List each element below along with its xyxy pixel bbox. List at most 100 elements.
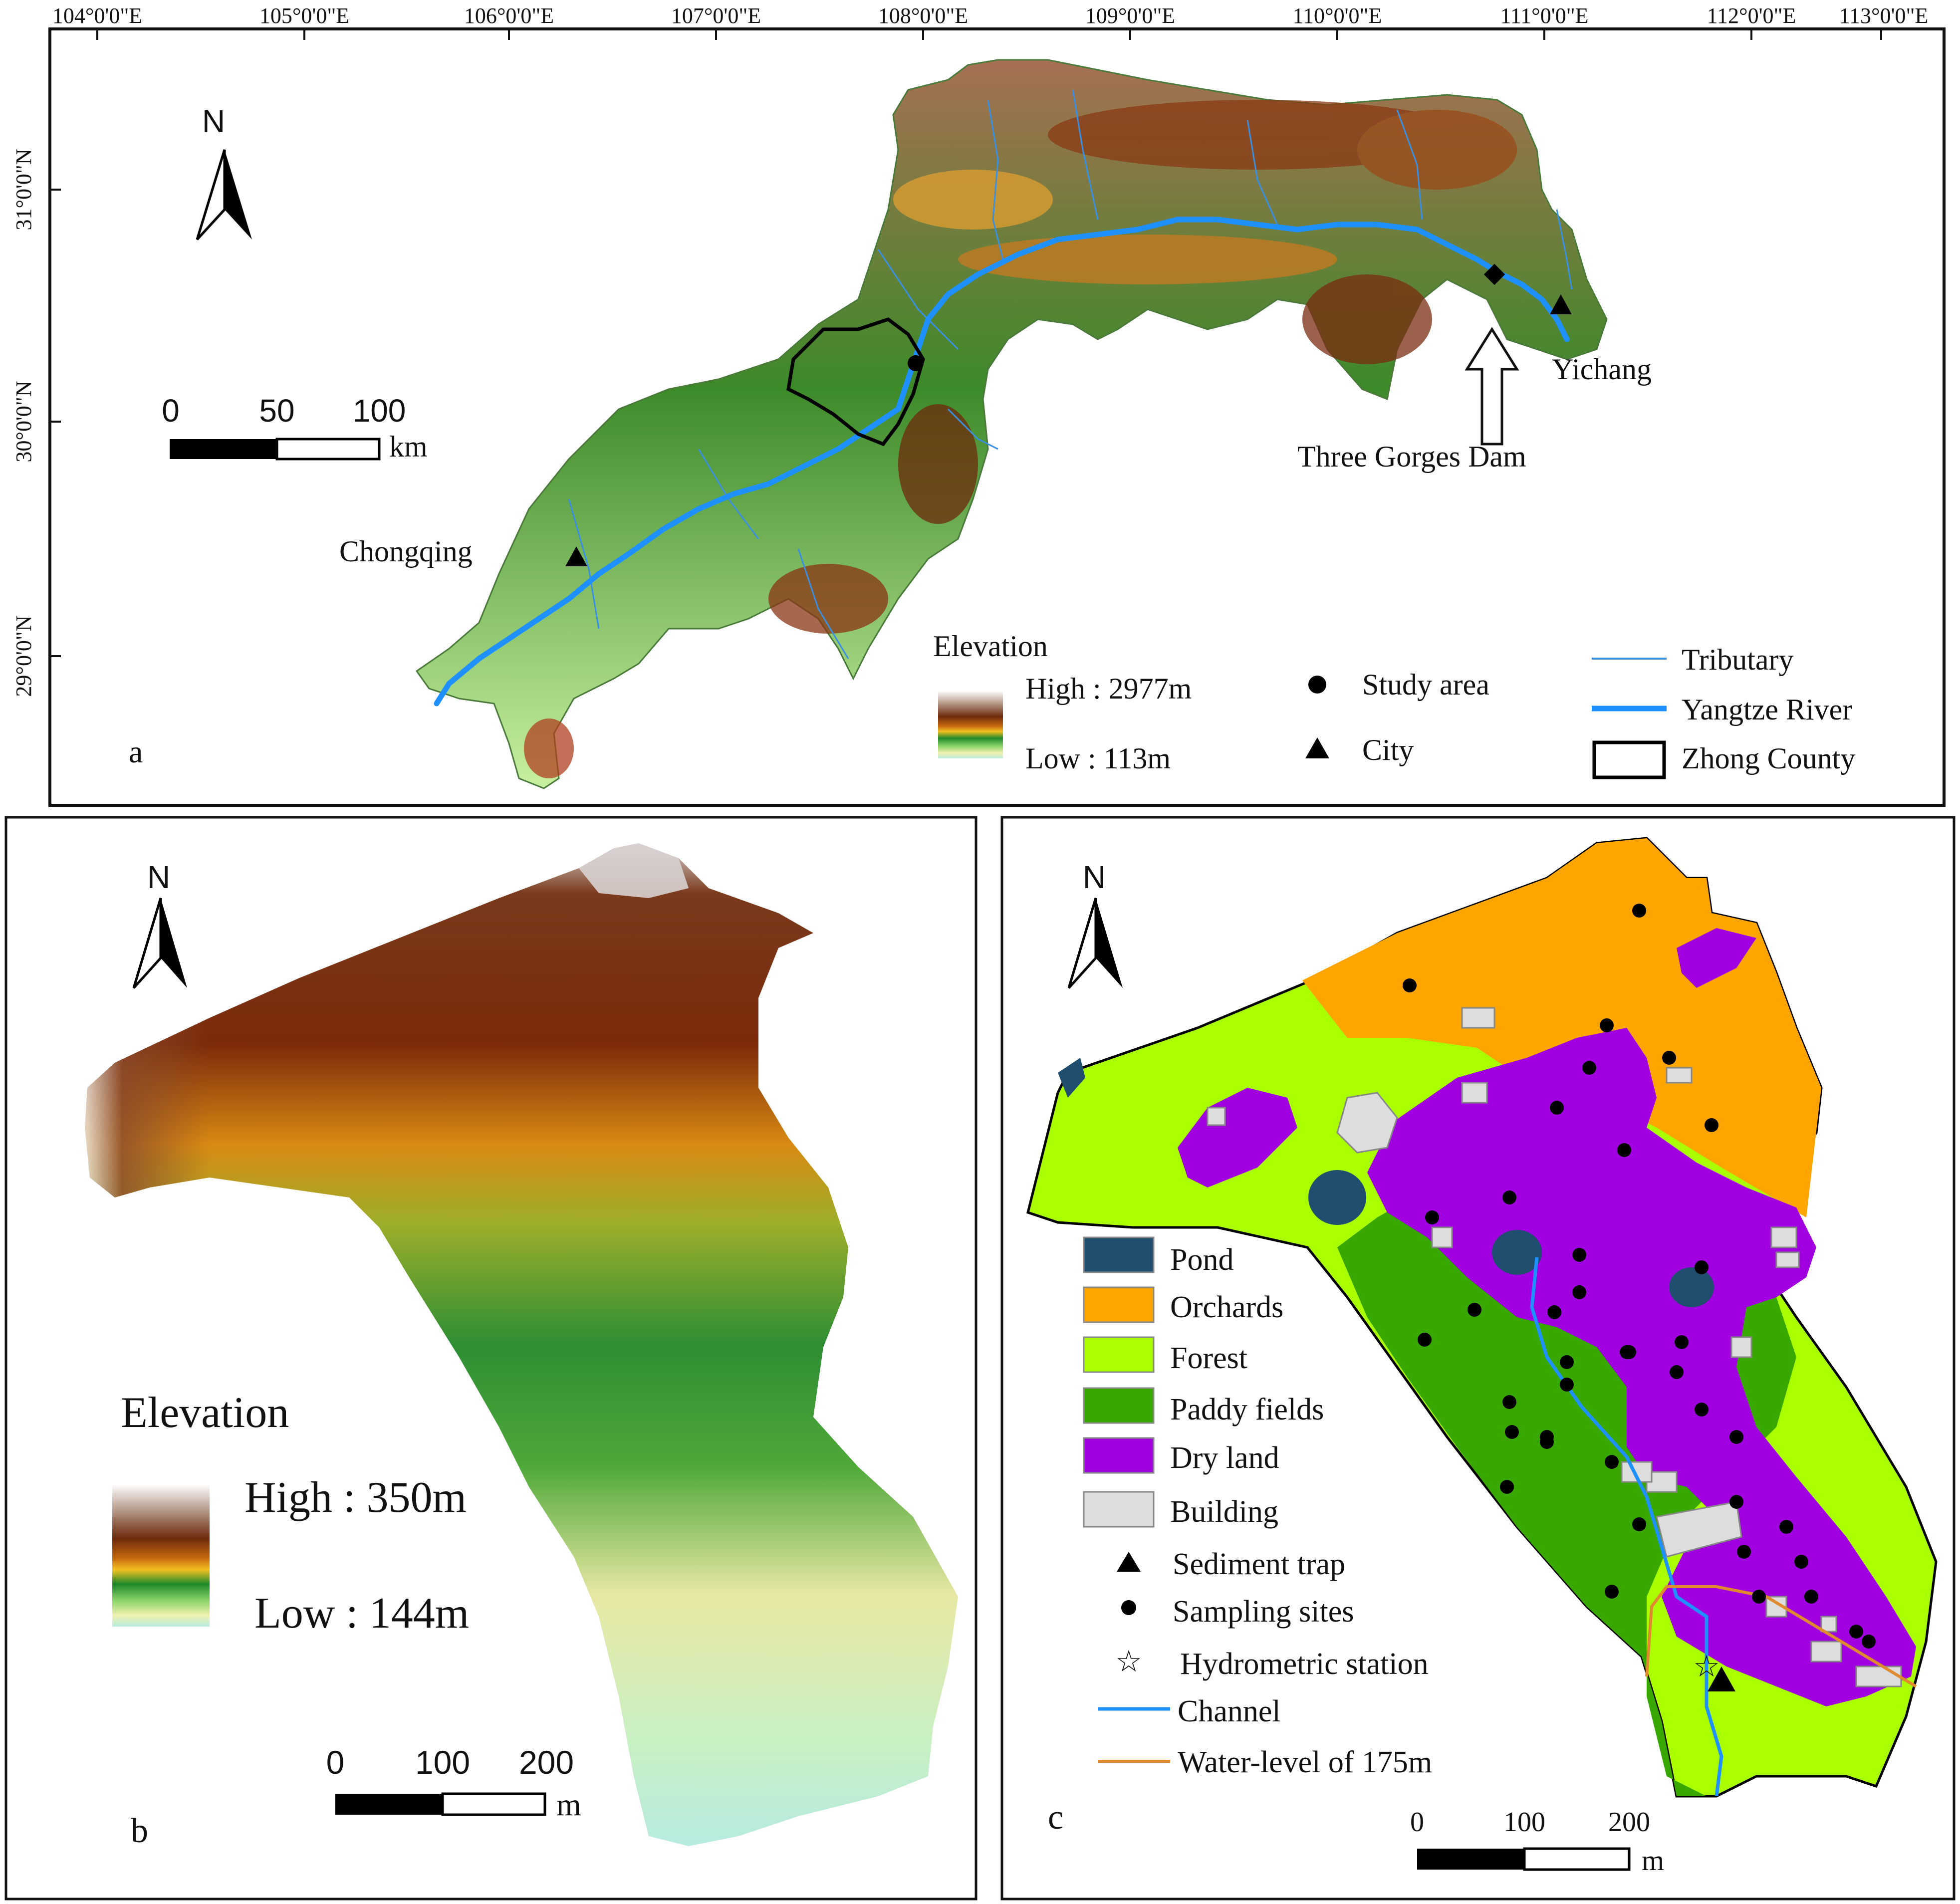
sampling-site xyxy=(1662,1051,1676,1065)
sampling-site xyxy=(1617,1143,1631,1157)
top-tick-label: 109°0'0"E xyxy=(1085,3,1175,28)
sampling-site xyxy=(1502,1395,1516,1409)
legend-paddy: Paddy fields xyxy=(1170,1393,1324,1427)
sampling-site xyxy=(1550,1101,1564,1115)
sampling-site xyxy=(1572,1285,1586,1299)
land-pond xyxy=(1308,1170,1366,1225)
land-pond xyxy=(1492,1230,1542,1275)
scale-bar-black xyxy=(170,439,277,459)
elevation-high: High : 2977m xyxy=(1025,672,1192,705)
zhong-county-outline xyxy=(786,317,925,447)
scale-bar-black xyxy=(1417,1849,1524,1870)
north-arrow-icon-outline xyxy=(1067,898,1097,989)
sampling-site xyxy=(1425,1210,1439,1224)
top-tick-label: 110°0'0"E xyxy=(1293,3,1382,28)
sampling-site xyxy=(1547,1305,1561,1319)
sampling-site xyxy=(1403,978,1417,992)
sampling-site xyxy=(1729,1495,1743,1509)
panel-a-letter: a xyxy=(129,734,143,769)
scale-bar-white xyxy=(275,438,381,461)
legend-building: Building xyxy=(1170,1495,1278,1529)
top-latlon-ticks: 104°0'0"E 105°0'0"E 106°0'0"E 107°0'0"E 108°… xyxy=(52,3,1928,40)
legend-pond-icon xyxy=(1083,1236,1155,1273)
scale-tick-0: 0 xyxy=(162,393,180,429)
sampling-site xyxy=(1505,1425,1519,1439)
north-arrow-label: N xyxy=(202,103,225,139)
sampling-sites xyxy=(1403,904,1876,1649)
study-area-marker xyxy=(908,355,924,371)
land-dry-land-patch-2 xyxy=(1677,928,1756,988)
top-tick-label: 107°0'0"E xyxy=(671,3,761,28)
land-orchards xyxy=(1302,838,1821,1217)
sampling-site xyxy=(1500,1480,1514,1494)
left-tick-label: 30°0'0"N xyxy=(11,381,36,462)
land-use-legend: Pond Orchards Forest Paddy fields Dry la… xyxy=(1083,1236,1432,1779)
legend-study-area-icon xyxy=(1308,676,1326,694)
elevation-legend-a: Elevation High : 2977m Low : 113m xyxy=(933,630,1192,775)
yangtze-river-a xyxy=(434,217,1570,707)
legend-trap-icon xyxy=(1117,1552,1141,1572)
scale-unit: m xyxy=(556,1787,581,1822)
legend-dry-land: Dry land xyxy=(1170,1441,1279,1475)
legend-city-icon xyxy=(1305,737,1329,758)
sampling-site xyxy=(1695,1260,1709,1274)
dam-pointer-arrow xyxy=(1465,327,1519,446)
scale-tick-0: 0 xyxy=(1410,1807,1424,1838)
sampling-site xyxy=(1729,1430,1743,1444)
sediment-trap-icon xyxy=(1708,1666,1735,1691)
north-arrow-label: N xyxy=(1083,859,1106,895)
sampling-site xyxy=(1605,1585,1619,1599)
left-latlon-ticks: 31°0'0"N 30°0'0"N 29°0'0"N xyxy=(11,149,61,697)
legend-orchards: Orchards xyxy=(1170,1290,1283,1324)
legend-channel: Channel xyxy=(1178,1694,1281,1728)
north-arrow-a: N xyxy=(196,103,252,240)
relief-patches xyxy=(524,100,1517,778)
chongqing-city-marker xyxy=(565,546,587,566)
sampling-site xyxy=(1695,1403,1709,1417)
top-tick-label: 112°0'0"E xyxy=(1707,3,1796,28)
water-level-line xyxy=(1645,1585,1917,1688)
legend-building-icon xyxy=(1083,1491,1155,1528)
legend-station: Hydrometric station xyxy=(1180,1647,1429,1681)
buildings xyxy=(1207,1007,1902,1687)
top-tick-label: 111°0'0"E xyxy=(1500,3,1588,28)
sampling-site xyxy=(1620,1345,1634,1359)
yichang-label: Yichang xyxy=(1552,353,1652,386)
scale-unit: km xyxy=(389,430,428,463)
legend-forest: Forest xyxy=(1170,1341,1247,1375)
elevation-title: Elevation xyxy=(933,630,1048,663)
sampling-site xyxy=(1675,1335,1689,1349)
north-arrow-icon xyxy=(1096,898,1123,988)
three-gorges-dam-label: Three Gorges Dam xyxy=(1297,440,1526,473)
sampling-site xyxy=(1670,1365,1684,1379)
catchment-top-shade xyxy=(579,843,689,898)
sampling-site xyxy=(1605,1455,1619,1469)
legend-tributary: Tributary xyxy=(1682,643,1793,676)
legend-zhong: Zhong County xyxy=(1682,742,1855,775)
scale-bar-c: 0 100 200 m xyxy=(1410,1807,1664,1877)
north-arrow-b: N xyxy=(132,859,187,989)
north-arrow-c: N xyxy=(1067,859,1123,989)
elevation-title: Elevation xyxy=(121,1389,289,1437)
sampling-site xyxy=(1418,1333,1432,1347)
sampling-site xyxy=(1468,1303,1481,1317)
scale-tick-1: 100 xyxy=(415,1744,470,1781)
panel-b: N Elevation High : 350m Low : 144m 0 100… xyxy=(4,816,978,1901)
legend-sites: Sampling sites xyxy=(1173,1595,1354,1629)
sampling-site xyxy=(1779,1520,1793,1534)
legend-station-icon: ☆ xyxy=(1115,1645,1142,1678)
sampling-site xyxy=(1582,1061,1596,1075)
elevation-legend-b: Elevation High : 350m Low : 144m xyxy=(112,1389,469,1638)
panel-a: 104°0'0"E 105°0'0"E 106°0'0"E 107°0'0"E 108°… xyxy=(11,3,1946,807)
scale-tick-2: 200 xyxy=(1608,1807,1650,1838)
sampling-site xyxy=(1794,1555,1808,1569)
symbol-legend-a: Study area City xyxy=(1305,668,1489,766)
legend-yangtze: Yangtze River xyxy=(1682,693,1852,726)
legend-study-area: Study area xyxy=(1362,668,1489,701)
panel-b-letter: b xyxy=(131,1812,148,1850)
left-tick-label: 31°0'0"N xyxy=(11,149,36,230)
yichang-city-marker xyxy=(1550,294,1572,314)
tributaries xyxy=(568,89,1573,659)
scale-bar-b: 0 100 200 m xyxy=(326,1744,581,1822)
